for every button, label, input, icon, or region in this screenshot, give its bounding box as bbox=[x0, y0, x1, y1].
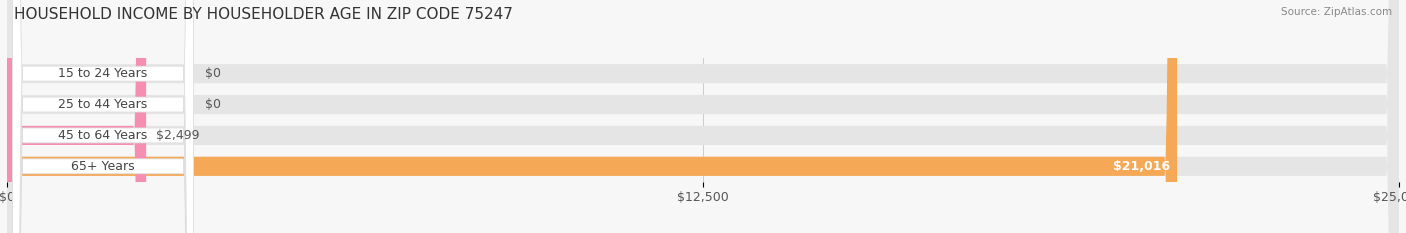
FancyBboxPatch shape bbox=[13, 0, 194, 233]
FancyBboxPatch shape bbox=[7, 0, 146, 233]
Text: 25 to 44 Years: 25 to 44 Years bbox=[59, 98, 148, 111]
FancyBboxPatch shape bbox=[13, 0, 194, 233]
FancyBboxPatch shape bbox=[13, 0, 194, 233]
Text: $2,499: $2,499 bbox=[156, 129, 200, 142]
Text: $21,016: $21,016 bbox=[1114, 160, 1170, 173]
Text: 65+ Years: 65+ Years bbox=[72, 160, 135, 173]
FancyBboxPatch shape bbox=[7, 0, 1399, 233]
Text: 45 to 64 Years: 45 to 64 Years bbox=[59, 129, 148, 142]
Text: $0: $0 bbox=[205, 98, 221, 111]
Text: 15 to 24 Years: 15 to 24 Years bbox=[59, 67, 148, 80]
FancyBboxPatch shape bbox=[7, 0, 1399, 233]
FancyBboxPatch shape bbox=[7, 0, 1177, 233]
Text: HOUSEHOLD INCOME BY HOUSEHOLDER AGE IN ZIP CODE 75247: HOUSEHOLD INCOME BY HOUSEHOLDER AGE IN Z… bbox=[14, 7, 513, 22]
Text: Source: ZipAtlas.com: Source: ZipAtlas.com bbox=[1281, 7, 1392, 17]
FancyBboxPatch shape bbox=[13, 0, 194, 233]
FancyBboxPatch shape bbox=[7, 0, 1399, 233]
Text: $0: $0 bbox=[205, 67, 221, 80]
FancyBboxPatch shape bbox=[7, 0, 1399, 233]
